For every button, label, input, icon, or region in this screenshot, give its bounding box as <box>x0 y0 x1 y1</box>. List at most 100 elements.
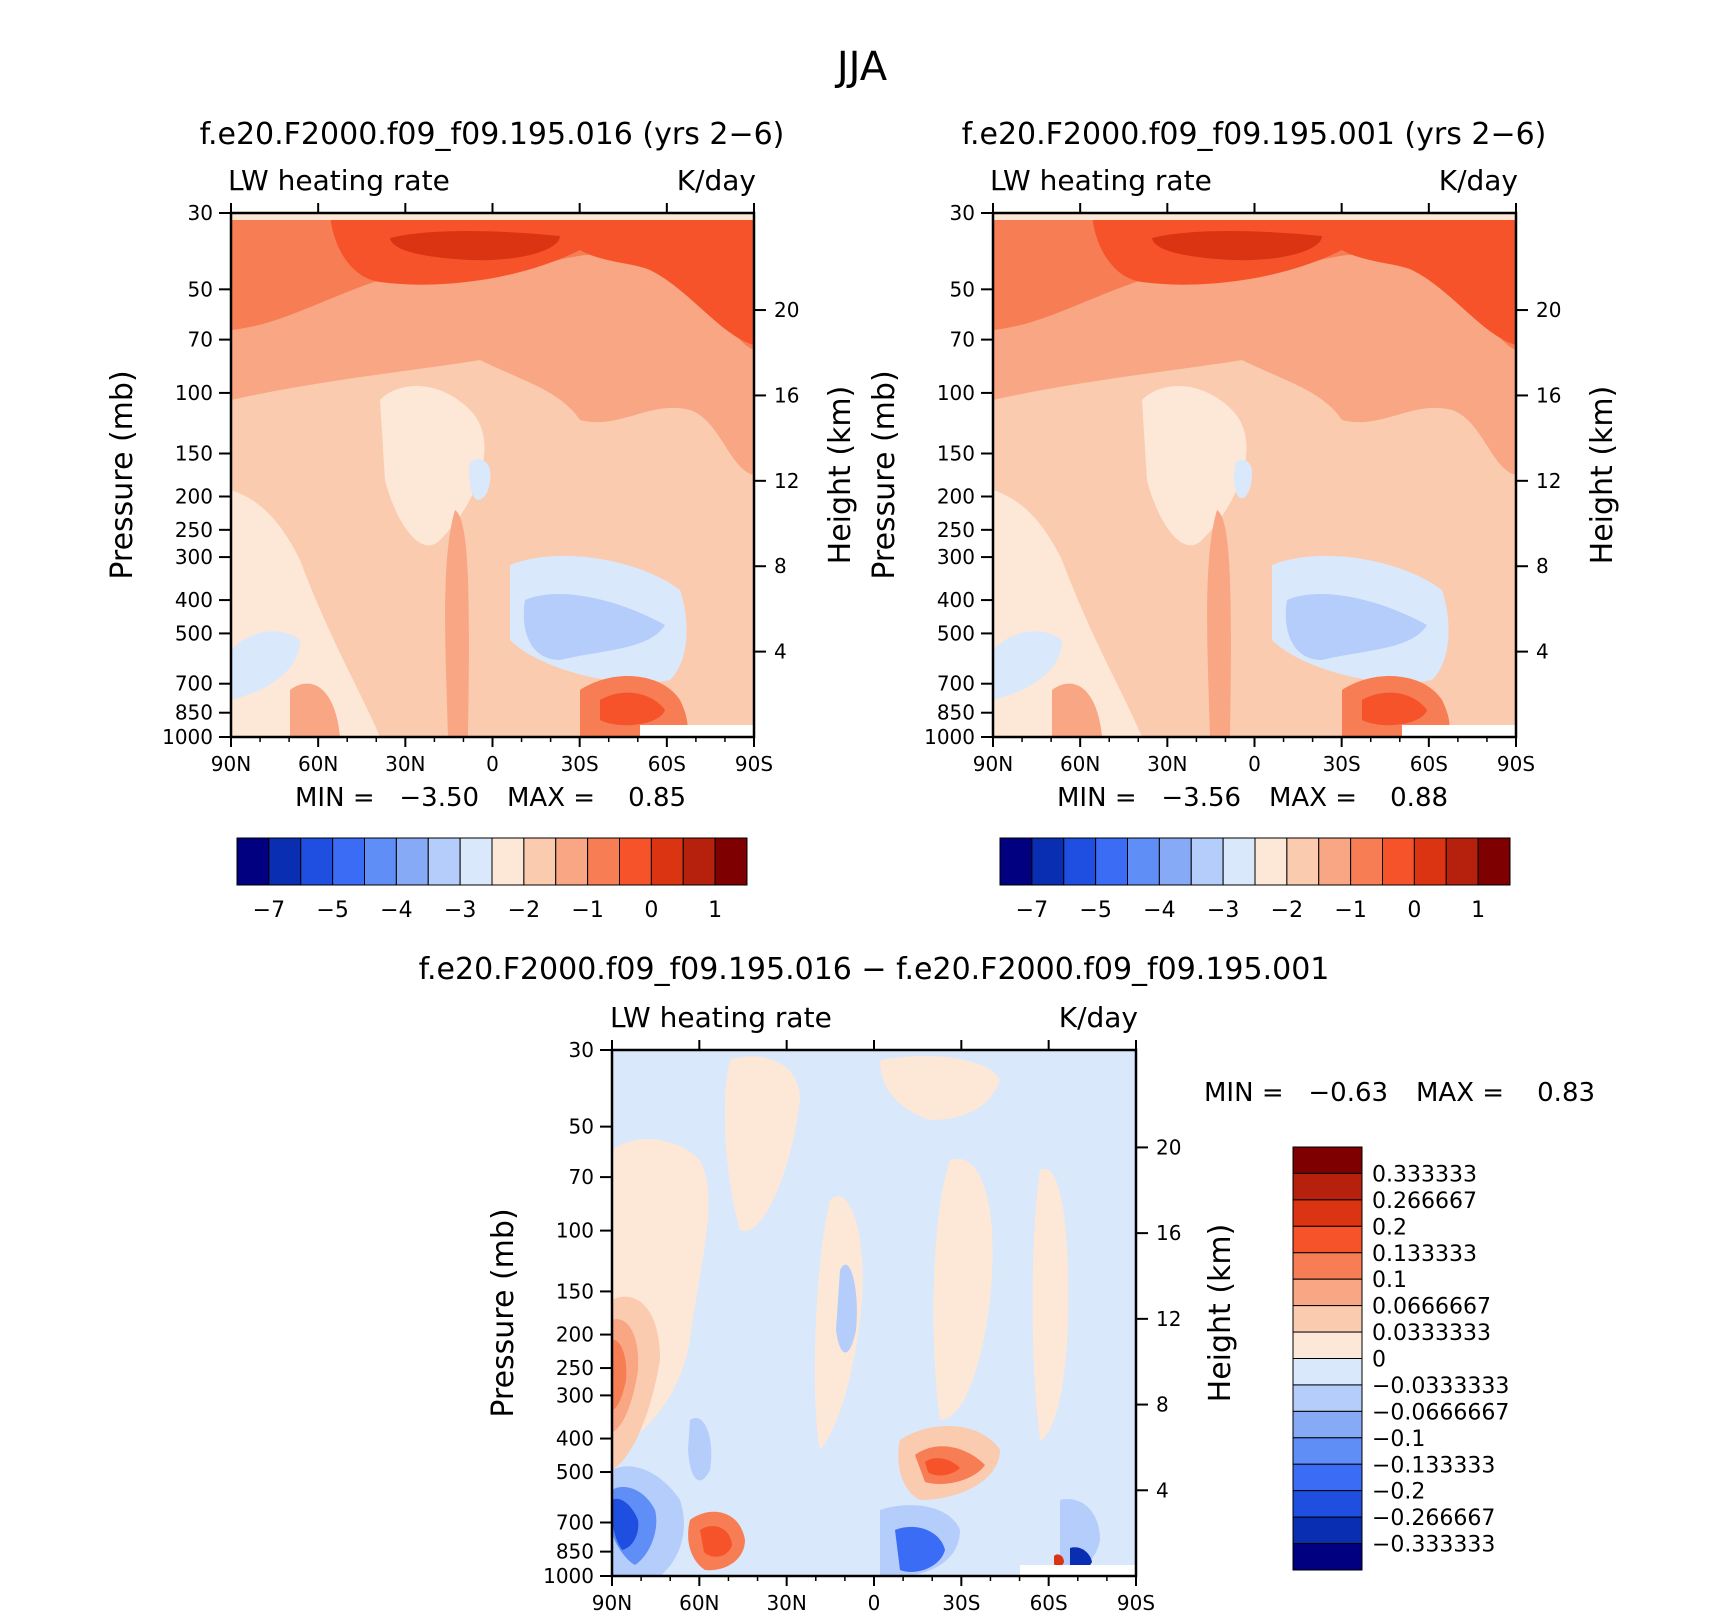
colorbar-swatch <box>1292 1225 1363 1254</box>
panel-1: f.e20.F2000.f09_f09.195.016 (yrs 2−6) LW… <box>105 117 858 923</box>
panel-1-max: MAX = 0.85 <box>507 783 686 813</box>
x-tick-label: 90S <box>1117 1591 1155 1611</box>
panel-3-label-right: K/day <box>1059 1001 1138 1034</box>
colorbar-swatch <box>1292 1252 1363 1280</box>
contour-band <box>1070 1547 1092 1570</box>
contour-band <box>612 1339 627 1410</box>
y2-tick-label: 12 <box>1536 469 1561 493</box>
colorbar-swatch <box>1292 1410 1363 1439</box>
colorbar-swatch <box>619 837 652 886</box>
y-tick-label: 150 <box>175 442 213 466</box>
contour-band <box>231 631 300 700</box>
contour-band <box>231 213 754 220</box>
x-tick-label: 90N <box>592 1591 632 1611</box>
colorbar-label: 1 <box>708 898 722 923</box>
contour-band <box>1032 1168 1069 1440</box>
y-tick-label: 400 <box>556 1427 594 1451</box>
colorbar-swatch <box>1222 837 1256 886</box>
colorbar-label: −0.266667 <box>1372 1506 1495 1531</box>
colorbar-swatch <box>1292 1358 1363 1386</box>
y-tick-label: 850 <box>937 701 975 725</box>
y-tick-label: 700 <box>556 1510 594 1534</box>
y2-tick-label: 20 <box>1156 1135 1181 1159</box>
y-tick-label: 100 <box>937 381 975 405</box>
y-tick-label: 250 <box>175 518 213 542</box>
y-tick-label: 70 <box>188 328 213 352</box>
panel-1-label-right: K/day <box>677 164 756 197</box>
contour-band <box>993 631 1062 700</box>
x-tick-label: 0 <box>1248 752 1261 776</box>
colorbar-swatch <box>1127 837 1160 886</box>
contour-band <box>469 459 491 500</box>
colorbar-swatch <box>364 837 397 886</box>
colorbar-label: 0.333333 <box>1372 1162 1477 1187</box>
y-tick-label: 30 <box>188 201 213 225</box>
contour-band <box>640 725 754 737</box>
y-tick-label: 250 <box>937 518 975 542</box>
contour-band <box>612 1498 639 1550</box>
colorbar-label: 0.2 <box>1372 1215 1407 1240</box>
y-tick-label: 100 <box>556 1219 594 1243</box>
y-tick-label: 300 <box>937 545 975 569</box>
colorbar-label: −4 <box>1143 898 1175 923</box>
x-tick-label: 30S <box>561 752 599 776</box>
panel-3-min: MIN = −0.63 <box>1204 1078 1388 1108</box>
colorbar-label: −5 <box>1079 898 1111 923</box>
contour-band <box>925 1458 960 1476</box>
y-tick-label: 400 <box>175 588 213 612</box>
x-tick-label: 60S <box>1410 752 1448 776</box>
colorbar-swatch <box>1292 1543 1363 1571</box>
panel-2-y2-ticks: 20 16 12 8 4 <box>1516 298 1561 664</box>
panel-1-y2-ticks: 20 16 12 8 4 <box>754 298 799 664</box>
contour-band <box>1207 510 1231 737</box>
colorbar-swatch <box>1292 1172 1363 1201</box>
colorbar-swatch <box>1031 837 1065 886</box>
panel-1-label-left: LW heating rate <box>228 164 450 197</box>
colorbar-label: −0.0333333 <box>1372 1374 1509 1399</box>
panel-2-label-left: LW heating rate <box>990 164 1212 197</box>
colorbar-label: −0.333333 <box>1372 1533 1495 1558</box>
colorbar-label: 0.266667 <box>1372 1189 1477 1214</box>
colorbar-swatch <box>523 837 557 886</box>
y2-tick-label: 16 <box>1156 1221 1181 1245</box>
panel-1-title: f.e20.F2000.f09_f09.195.016 (yrs 2−6) <box>200 117 785 152</box>
colorbar-swatch <box>268 837 302 886</box>
panel-2-field <box>993 213 1516 737</box>
x-tick-label: 90N <box>973 752 1013 776</box>
x-tick-label: 30S <box>1323 752 1361 776</box>
colorbar-swatch <box>1382 837 1415 886</box>
x-tick-label: 60S <box>648 752 686 776</box>
y2-tick-label: 12 <box>774 469 799 493</box>
colorbar-swatch <box>1350 837 1383 886</box>
panel-1-min: MIN = −3.50 <box>295 783 479 813</box>
contour-band <box>290 683 340 737</box>
x-tick-label: 60N <box>298 752 338 776</box>
y-tick-label: 300 <box>556 1383 594 1407</box>
panel-3-title: f.e20.F2000.f09_f09.195.016 − f.e20.F200… <box>419 952 1330 987</box>
colorbar-swatch <box>1292 1516 1363 1545</box>
colorbar-swatch <box>427 837 461 886</box>
x-tick-label: 90S <box>735 752 773 776</box>
colorbar-swatch <box>555 837 589 886</box>
panel-2-max: MAX = 0.88 <box>1269 783 1448 813</box>
y-tick-label: 500 <box>937 621 975 645</box>
panel-2-title: f.e20.F2000.f09_f09.195.001 (yrs 2−6) <box>962 117 1547 152</box>
panel-3-colorbar: 0.3333330.2666670.20.1333330.10.06666670… <box>1292 1146 1509 1571</box>
figure-title: JJA <box>834 44 888 90</box>
contour-band <box>1054 1554 1064 1567</box>
panel-3-x-ticks: 90N 60N 30N 0 30S 60S 90S <box>592 1040 1155 1611</box>
panel-3-max: MAX = 0.83 <box>1416 1078 1595 1108</box>
colorbar-swatch <box>1190 837 1224 886</box>
x-tick-label: 60S <box>1030 1591 1068 1611</box>
x-tick-label: 30N <box>1147 752 1187 776</box>
y2-tick-label: 12 <box>1156 1307 1181 1331</box>
contour-band <box>836 1264 857 1353</box>
x-tick-label: 90S <box>1497 752 1535 776</box>
x-tick-label: 0 <box>486 752 499 776</box>
contour-band <box>390 231 560 261</box>
colorbar-label: 0.0333333 <box>1372 1321 1491 1346</box>
y-tick-label: 100 <box>175 381 213 405</box>
colorbar-swatch <box>682 837 716 886</box>
